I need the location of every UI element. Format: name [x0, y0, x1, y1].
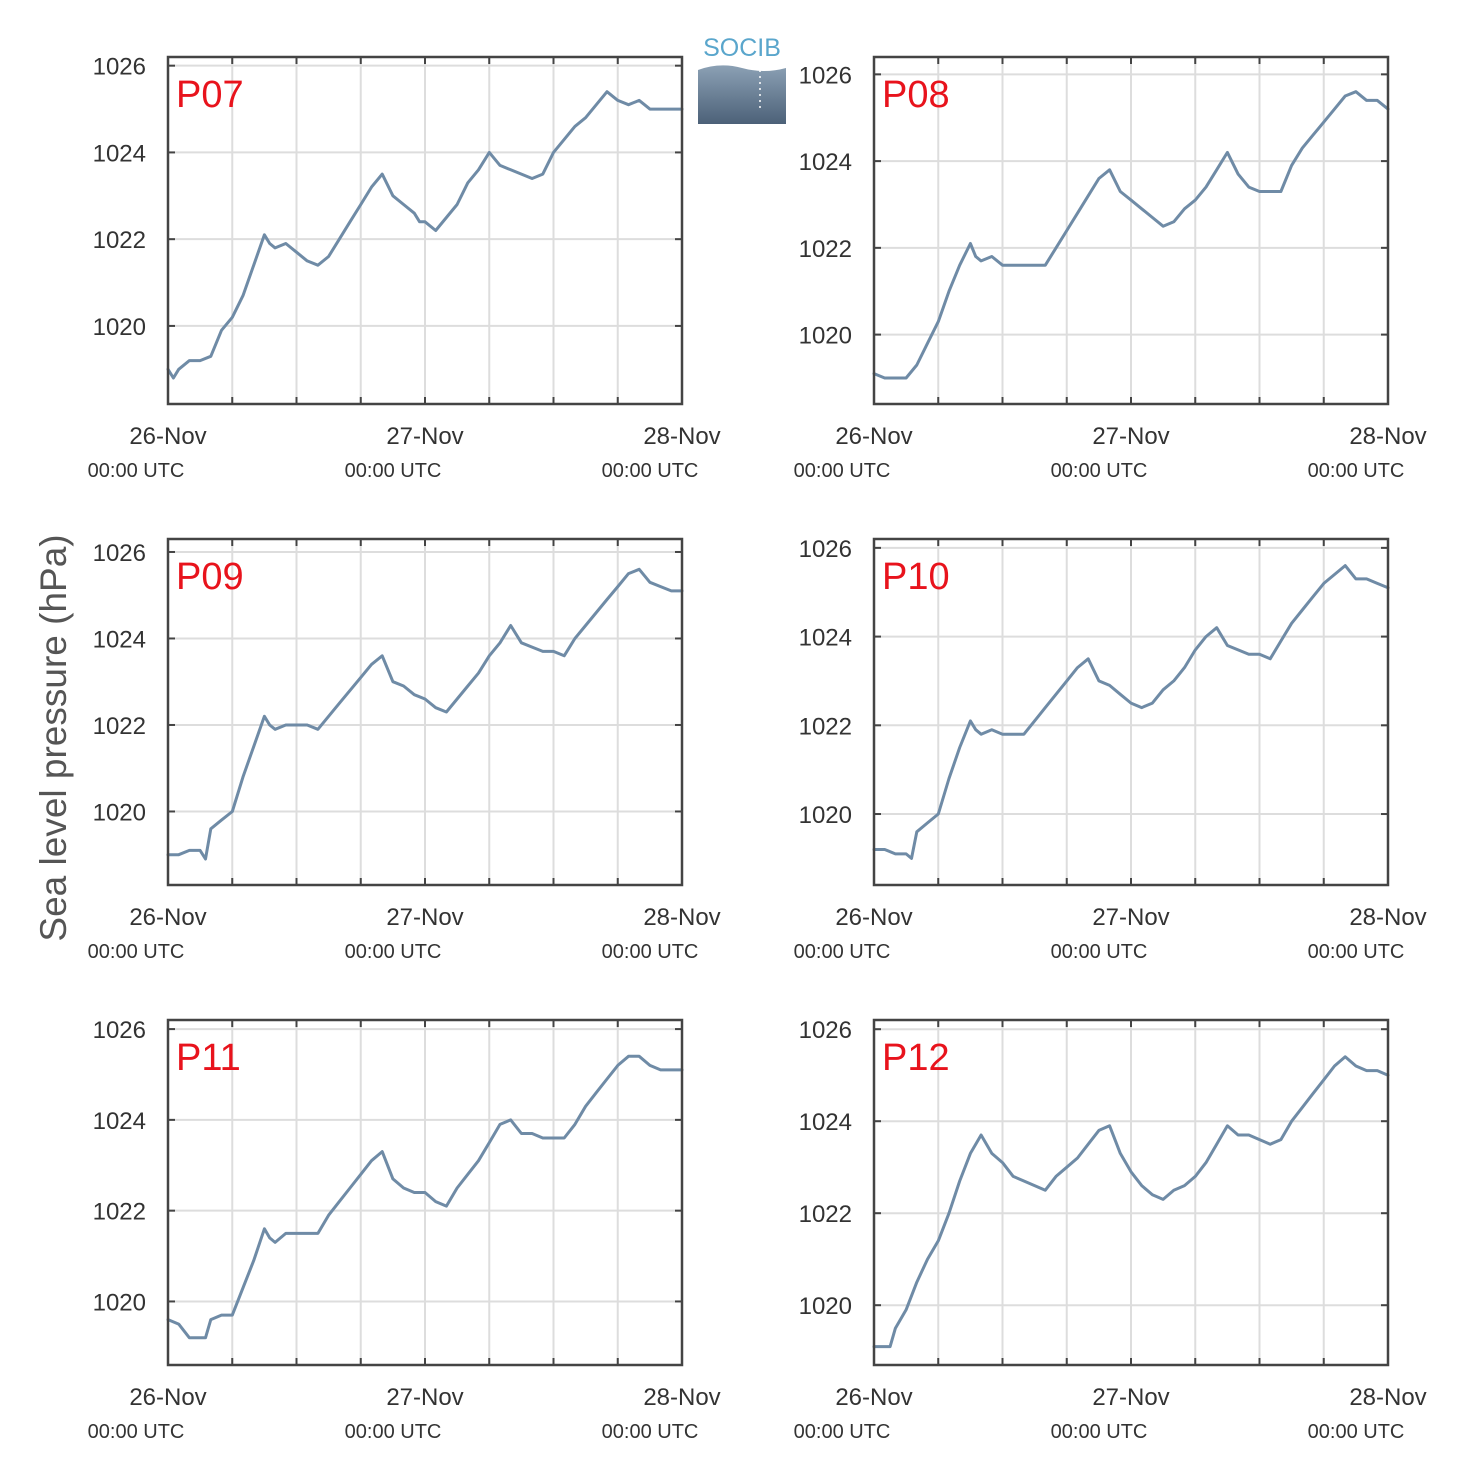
- panel-label: P11: [176, 1037, 241, 1079]
- y-axis-label: Sea level pressure (hPa): [33, 534, 74, 941]
- pressure-series-line: [166, 90, 684, 380]
- x-tick-sublabel: 00:00 UTC: [602, 941, 699, 963]
- y-tick-label: 1022: [93, 1199, 146, 1226]
- panel-label: P10: [882, 556, 950, 598]
- pressure-series-line: [872, 90, 1390, 380]
- plot-frame: [166, 537, 684, 887]
- panel-p10: 1020 1022 1024 1026 26-Nov 00:00 UTC 27-Nov 00:…: [794, 536, 1427, 963]
- y-tick-label: 1022: [93, 227, 146, 254]
- x-tick-label: 26-Nov: [835, 1384, 912, 1411]
- x-tick-label: 27-Nov: [1092, 1384, 1169, 1411]
- x-tick-sublabel: 00:00 UTC: [345, 1421, 442, 1443]
- y-tick-label: 1020: [799, 1293, 852, 1320]
- x-tick-sublabel: 00:00 UTC: [794, 460, 891, 482]
- x-tick-sublabel: 00:00 UTC: [345, 941, 442, 963]
- y-tick-label: 1024: [799, 1109, 852, 1136]
- socib-logo-text: SOCIB: [703, 34, 781, 62]
- panel-label: P08: [882, 74, 950, 116]
- y-tick-label: 1026: [799, 62, 852, 89]
- x-tick-sublabel: 00:00 UTC: [602, 1421, 699, 1443]
- x-tick-label: 27-Nov: [1092, 904, 1169, 931]
- panel-label: P12: [882, 1037, 950, 1079]
- panel-p11: 1020 1022 1024 1026 26-Nov 00:00 UTC 27-Nov 00:…: [88, 1017, 721, 1443]
- socib-logo: SOCIB: [698, 34, 786, 124]
- x-tick-label: 27-Nov: [386, 904, 463, 931]
- y-tick-label: 1020: [93, 314, 146, 341]
- y-tick-label: 1022: [93, 713, 146, 740]
- panel-p08: 1020 1022 1024 1026 26-Nov 00:00 UTC 27-Nov 00:…: [794, 55, 1427, 482]
- pressure-series-line: [872, 564, 1390, 860]
- y-tick-label: 1024: [799, 625, 852, 652]
- x-tick-label: 26-Nov: [129, 904, 206, 931]
- plot-frame: [166, 55, 684, 406]
- x-tick-label: 26-Nov: [129, 423, 206, 450]
- y-tick-label: 1020: [93, 1289, 146, 1316]
- y-tick-label: 1026: [799, 536, 852, 563]
- x-tick-sublabel: 00:00 UTC: [345, 460, 442, 482]
- x-tick-label: 28-Nov: [1349, 423, 1426, 450]
- y-tick-label: 1026: [93, 54, 146, 81]
- pressure-series-line: [166, 1054, 684, 1340]
- y-tick-label: 1024: [93, 626, 146, 653]
- y-tick-label: 1020: [799, 323, 852, 350]
- x-tick-label: 28-Nov: [1349, 904, 1426, 931]
- x-tick-sublabel: 00:00 UTC: [88, 941, 185, 963]
- y-tick-label: 1020: [799, 802, 852, 829]
- x-tick-sublabel: 00:00 UTC: [88, 1421, 185, 1443]
- x-tick-label: 27-Nov: [386, 1384, 463, 1411]
- x-tick-label: 28-Nov: [643, 1384, 720, 1411]
- x-tick-label: 28-Nov: [1349, 1384, 1426, 1411]
- x-tick-sublabel: 00:00 UTC: [602, 460, 699, 482]
- x-tick-sublabel: 00:00 UTC: [1051, 941, 1148, 963]
- plot-frame: [872, 1018, 1390, 1367]
- x-tick-sublabel: 00:00 UTC: [794, 941, 891, 963]
- x-tick-label: 28-Nov: [643, 423, 720, 450]
- y-tick-label: 1026: [799, 1017, 852, 1044]
- x-tick-label: 28-Nov: [643, 904, 720, 931]
- y-tick-label: 1024: [93, 1108, 146, 1135]
- x-tick-sublabel: 00:00 UTC: [1051, 1421, 1148, 1443]
- x-tick-label: 27-Nov: [386, 423, 463, 450]
- y-tick-label: 1022: [799, 236, 852, 263]
- y-tick-label: 1022: [799, 713, 852, 740]
- panel-label: P07: [176, 74, 244, 116]
- panel-p12: 1020 1022 1024 1026 26-Nov 00:00 UTC 27-Nov 00:…: [794, 1017, 1427, 1443]
- y-tick-label: 1024: [799, 149, 852, 176]
- x-tick-sublabel: 00:00 UTC: [1308, 1421, 1405, 1443]
- socib-logo-graphic: [698, 62, 786, 124]
- x-tick-sublabel: 00:00 UTC: [88, 460, 185, 482]
- plot-frame: [166, 1018, 684, 1367]
- pressure-series-line: [166, 567, 684, 861]
- y-tick-label: 1020: [93, 799, 146, 826]
- x-tick-label: 27-Nov: [1092, 423, 1169, 450]
- plot-frame: [872, 537, 1390, 887]
- y-tick-label: 1024: [93, 140, 146, 167]
- x-tick-sublabel: 00:00 UTC: [1051, 460, 1148, 482]
- pressure-series-line: [872, 1055, 1390, 1349]
- x-tick-label: 26-Nov: [835, 904, 912, 931]
- y-tick-label: 1022: [799, 1201, 852, 1228]
- x-tick-sublabel: 00:00 UTC: [1308, 460, 1405, 482]
- x-tick-label: 26-Nov: [835, 423, 912, 450]
- x-tick-sublabel: 00:00 UTC: [1308, 941, 1405, 963]
- x-tick-sublabel: 00:00 UTC: [794, 1421, 891, 1443]
- panel-p09: 1020 1022 1024 1026 26-Nov 00:00 UTC 27-Nov 00:…: [88, 537, 721, 963]
- y-tick-label: 1026: [93, 1017, 146, 1044]
- panel-p07: 1020 1022 1024 1026 26-Nov 00:00 UTC 27-Nov 00:…: [88, 54, 721, 482]
- x-tick-label: 26-Nov: [129, 1384, 206, 1411]
- y-tick-label: 1026: [93, 540, 146, 567]
- panel-label: P09: [176, 556, 244, 598]
- plot-frame: [872, 55, 1390, 406]
